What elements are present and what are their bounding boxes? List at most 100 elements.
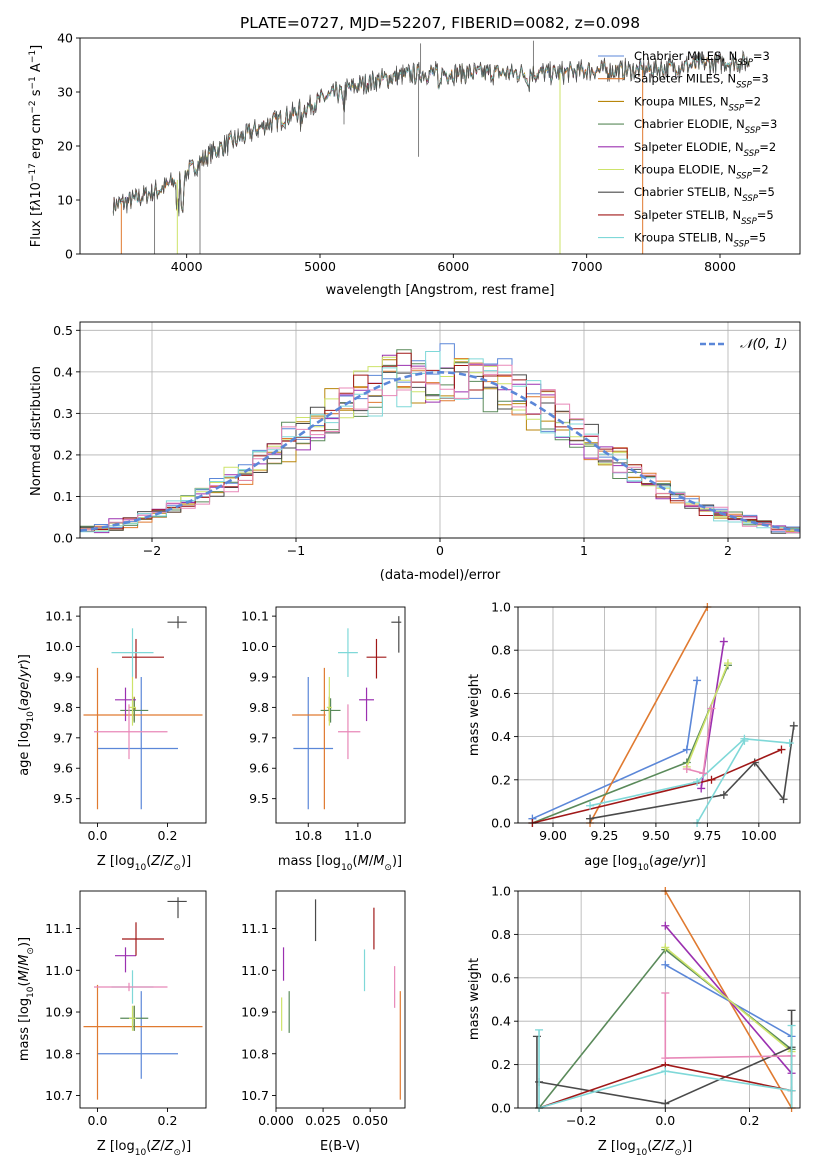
y-tick-label: 10.8 (45, 1046, 73, 1061)
weight-line-cyan2 (696, 740, 746, 824)
y-tick-label: 0.2 (53, 447, 73, 462)
errorbar-kroupa-stelib (111, 628, 154, 677)
residual-histogram-panel: −2 −1 0 1 2 0.0 0.1 0.2 0.3 0.4 0.5 (53, 321, 801, 558)
y-tick-label: 0.8 (491, 643, 511, 658)
y-tick-label: 0.4 (53, 364, 73, 379)
y-tick-label: 9.7 (249, 730, 269, 745)
errorbar-salpeter-stelib (366, 638, 387, 679)
weight-line-kroupa-stelib (589, 737, 790, 807)
errorbar-kroupa-elodie (129, 1005, 136, 1031)
weight-line-salpeter-miles (589, 606, 709, 824)
ageZ-ylabel: age [log10(age/yr)] (17, 654, 36, 776)
y-tick-label: 9.6 (53, 761, 73, 776)
x-tick-label: 0.0 (655, 1113, 675, 1128)
spectrum-lines (112, 40, 750, 254)
mass-vs-metallicity-panel: 0.0 0.2 10.7 10.8 10.9 11.0 11.1 (45, 890, 207, 1128)
figure-title: PLATE=0727, MJD=52207, FIBERID=0082, z=0… (240, 14, 640, 32)
y-tick-label: 9.8 (249, 700, 269, 715)
errorbar-chabrier-miles (293, 676, 334, 810)
errorbar-kroupa-stelib (338, 628, 358, 677)
weight-point-chabrier-miles (693, 676, 702, 685)
histogram-pink (80, 363, 800, 533)
errorbar-chabrier-miles (97, 676, 178, 810)
weight-point-chabrier-miles (682, 745, 691, 754)
x-tick-label: 10.8 (294, 828, 322, 843)
spectrum-ylabel: Flux [fλ10−17 erg cm−2 s−1 A−1] (28, 45, 44, 247)
x-tick-label: 1 (580, 543, 588, 558)
y-tick-label: 10.7 (241, 1088, 269, 1103)
ageZ-xlabel: Z [log10(Z/Z⊙)] (97, 854, 191, 873)
errorbar-salpeter-miles (83, 984, 203, 1100)
weight-line-kroupa-elodie (664, 946, 793, 1053)
spectrum-chabrier-stelib (112, 49, 750, 217)
y-tick-label: 10 (57, 193, 73, 208)
x-tick-label: 5000 (304, 259, 336, 274)
x-tick-label: 9.00 (539, 828, 567, 843)
weight-point-chabrier-stelib (789, 721, 798, 730)
weight-point-pink (707, 704, 716, 713)
axes-frame (79, 606, 207, 824)
errorbar-salpeter-miles (83, 667, 203, 810)
x-tick-label: 8000 (704, 259, 736, 274)
y-tick-label: 9.9 (53, 669, 73, 684)
errorbar-salpeter-stelib (122, 638, 164, 679)
y-tick-label: 0.4 (491, 729, 511, 744)
axes-frame (517, 606, 801, 824)
y-tick-label: 9.9 (249, 669, 269, 684)
errorbar-chabrier-stelib (391, 616, 402, 653)
x-tick-label: 0.0 (88, 828, 108, 843)
wAge-ylabel: mass weight (467, 674, 482, 756)
histogram-ylabel: Normed distribution (29, 366, 44, 496)
x-tick-label: 0.2 (158, 1113, 178, 1128)
errorbar-chabrier-stelib (167, 897, 187, 919)
weight-point-chabrier-stelib (779, 795, 788, 804)
x-tick-label: 10.00 (741, 828, 777, 843)
wZ-xlabel: Z [log10(Z/Z⊙)] (598, 1139, 692, 1158)
axes-frame (275, 606, 406, 824)
y-tick-label: 0.3 (53, 406, 73, 421)
y-tick-label: 0.6 (491, 970, 511, 985)
errorbar-chabrier-miles (97, 991, 178, 1079)
y-tick-label: 10.7 (45, 1088, 73, 1103)
errorbar-salpeter-elodie (359, 687, 374, 722)
axes-frame (517, 890, 801, 1109)
y-tick-label: 1.0 (491, 884, 511, 899)
x-tick-label: 9.50 (642, 828, 670, 843)
errorbar-salpeter-miles (292, 667, 326, 810)
x-tick-label: 6000 (437, 259, 469, 274)
weight-point-kroupa-stelib (693, 777, 702, 786)
errorbar-kroupa-elodie (326, 676, 332, 726)
age-vs-mass-panel: 10.8 11.0 9.5 9.6 9.7 9.8 9.9 10.0 10.1 (241, 606, 406, 843)
y-tick-label: 0.2 (491, 772, 511, 787)
y-tick-label: 0.4 (491, 1014, 511, 1029)
weight-point-chabrier-stelib (661, 1099, 670, 1108)
weight-point-kroupa-elodie (661, 943, 670, 952)
x-tick-label: 0.2 (158, 828, 178, 843)
errorbar-kroupa-elodie (129, 676, 136, 726)
ageM-xlabel: mass [log10(M/M⊙)] (278, 854, 402, 873)
weight-point-kroupa-elodie (723, 659, 732, 668)
x-tick-label: 0.0 (88, 1113, 108, 1128)
weight-vs-age-panel: 9.00 9.25 9.50 9.75 10.00 0.0 0.2 0.4 0.6 0.8 1.0 (491, 600, 801, 843)
y-tick-label: 9.5 (53, 791, 73, 806)
y-tick-label: 0.1 (53, 489, 73, 504)
weight-point-cyan2 (740, 736, 749, 745)
x-tick-label: 2 (724, 543, 732, 558)
y-tick-label: 0.0 (491, 1101, 511, 1116)
histogram-legend: 𝒩(0, 1) (700, 337, 787, 352)
weight-point-kroupa-stelib (661, 1067, 670, 1076)
weight-point-pink (699, 769, 708, 778)
weight-point-chabrier-miles (661, 960, 670, 969)
weight-line-kroupa-elodie (686, 662, 729, 768)
weight-point-salpeter-elodie (697, 784, 706, 793)
axes-frame (79, 890, 207, 1109)
y-tick-label: 0.8 (491, 927, 511, 942)
y-tick-label: 11.0 (241, 963, 269, 978)
y-tick-label: 10.0 (45, 639, 73, 654)
normal-curve (79, 370, 801, 532)
y-tick-label: 30 (57, 85, 73, 100)
wZ-ylabel: mass weight (467, 958, 482, 1040)
errorbar-pink (94, 982, 168, 992)
x-tick-label: 0.050 (352, 1113, 388, 1128)
